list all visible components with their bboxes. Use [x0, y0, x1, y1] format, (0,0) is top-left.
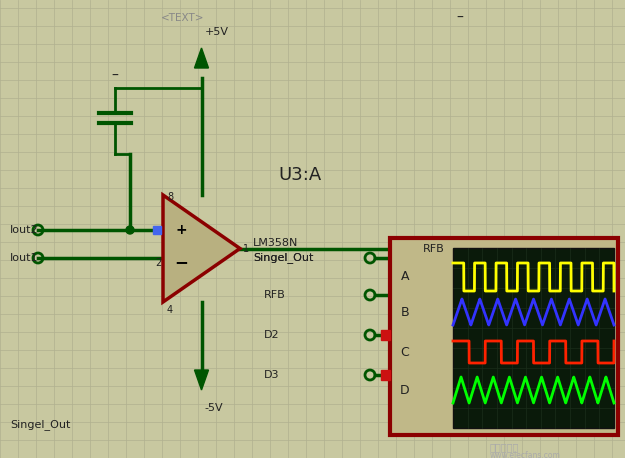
Text: B: B — [401, 305, 409, 318]
Text: U3:A: U3:A — [278, 166, 322, 184]
Text: D: D — [400, 383, 410, 397]
Text: 1: 1 — [243, 244, 249, 253]
Text: www.elecfans.com: www.elecfans.com — [490, 452, 561, 458]
Text: D2: D2 — [264, 330, 279, 340]
Text: Singel_Out: Singel_Out — [10, 420, 71, 431]
Text: +5V: +5V — [204, 27, 229, 37]
Polygon shape — [194, 370, 209, 390]
Text: A: A — [401, 271, 409, 284]
Text: –: – — [112, 69, 119, 83]
Bar — [153, 226, 161, 234]
Polygon shape — [163, 195, 240, 302]
Text: Iout2: Iout2 — [10, 225, 39, 235]
Text: 电子发烧友: 电子发烧友 — [490, 442, 519, 452]
Bar — [381, 370, 390, 380]
Text: LM358N: LM358N — [253, 238, 298, 248]
Bar — [390, 238, 618, 435]
Text: 2: 2 — [155, 257, 161, 267]
Text: Iout1: Iout1 — [10, 253, 39, 263]
Text: <TEXT>: <TEXT> — [161, 13, 205, 23]
Text: Singel_Out: Singel_Out — [253, 252, 313, 263]
Text: 4: 4 — [167, 305, 173, 315]
Text: RFB: RFB — [423, 244, 445, 253]
Text: 3: 3 — [155, 225, 161, 235]
Bar — [381, 330, 390, 340]
Bar — [453, 248, 614, 428]
Text: +: + — [175, 224, 187, 238]
Polygon shape — [194, 48, 209, 68]
Text: –: – — [456, 11, 464, 25]
Text: 8: 8 — [167, 192, 173, 202]
Text: D3: D3 — [264, 370, 279, 380]
Text: RFB: RFB — [264, 290, 286, 300]
Text: -5V: -5V — [204, 403, 223, 413]
Text: Singel_Out: Singel_Out — [253, 252, 313, 263]
Text: −: − — [174, 253, 188, 272]
Circle shape — [126, 226, 134, 234]
Text: C: C — [401, 345, 409, 359]
